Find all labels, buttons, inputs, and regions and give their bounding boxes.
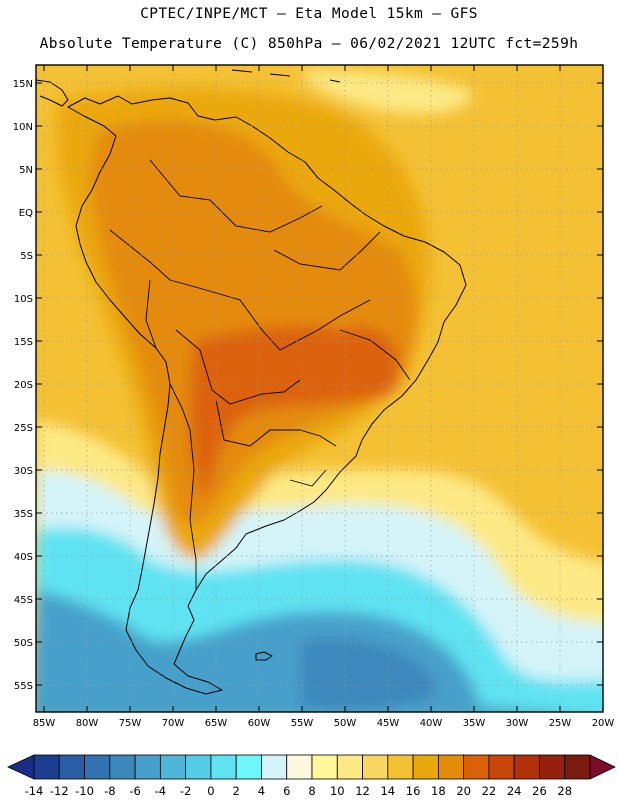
- colorbar: -14 -12 -10 -8 -6 -4 -2 0 2 4 6 8 10 12 14 16 18 20 22 24 26…: [7, 754, 616, 798]
- country-borders: [109, 159, 411, 590]
- colorbar-tick-label: -14: [25, 784, 44, 798]
- lat-label: 10N: [13, 122, 33, 133]
- colorbar-swatch: [336, 754, 363, 780]
- lon-label: 45W: [377, 718, 400, 729]
- lat-label: 50S: [14, 638, 33, 649]
- lat-label: 55S: [14, 681, 33, 692]
- lat-label: 20S: [14, 380, 33, 391]
- colorbar-over-arrow: [589, 754, 616, 780]
- colorbar-tick-label: 26: [532, 784, 547, 798]
- colorbar-swatch: [513, 754, 540, 780]
- map-frame: [35, 64, 604, 713]
- temperature-region: [189, 325, 399, 500]
- lon-label: 50W: [334, 718, 357, 729]
- lat-label: EQ: [19, 208, 33, 219]
- temperature-region: [90, 120, 418, 525]
- lon-label: 80W: [76, 718, 99, 729]
- lat-label: 10S: [14, 294, 33, 305]
- colorbar-tick-label: -12: [50, 784, 69, 798]
- colorbar-swatch: [463, 754, 490, 780]
- temperature-region: [300, 70, 472, 114]
- colorbar-tick-label: 0: [207, 784, 214, 798]
- lon-label: 20W: [592, 718, 615, 729]
- lon-label: 75W: [119, 718, 142, 729]
- lon-label: 65W: [205, 718, 228, 729]
- colorbar-tick-label: 2: [233, 784, 240, 798]
- colorbar-swatch: [109, 754, 136, 780]
- colorbar-tick-label: 4: [258, 784, 265, 798]
- lon-label: 25W: [549, 718, 572, 729]
- lat-axis: 15N 10N 5N EQ 5S 10S 15S 20S 25S 30S 35S 40S 45S 50S 5…: [13, 79, 603, 692]
- lon-label: 35W: [463, 718, 486, 729]
- colorbar-swatch: [488, 754, 515, 780]
- lat-label: 5N: [19, 165, 33, 176]
- lon-label: 85W: [33, 718, 56, 729]
- colorbar-swatch: [33, 754, 60, 780]
- colorbar-tick-label: 6: [283, 784, 290, 798]
- colorbar-tick-label: 24: [507, 784, 522, 798]
- colorbar-tick-label: 28: [557, 784, 572, 798]
- colorbar-tick-label: 12: [355, 784, 370, 798]
- colorbar-swatch: [564, 754, 591, 780]
- colorbar-swatch: [261, 754, 288, 780]
- colorbar-tick-label: -8: [104, 784, 115, 798]
- lon-label: 30W: [506, 718, 529, 729]
- colorbar-swatch: [134, 754, 161, 780]
- colorbar-tick-label: 14: [380, 784, 395, 798]
- falkland-islands: [255, 651, 273, 661]
- central-america-coastline: [36, 79, 69, 107]
- colorbar-tick-label: -6: [129, 784, 140, 798]
- colorbar-swatch: [437, 754, 465, 780]
- colorbar-swatch: [210, 754, 237, 780]
- lat-label: 25S: [14, 423, 33, 434]
- colorbar-swatch: [362, 754, 389, 780]
- lon-label: 70W: [162, 718, 185, 729]
- lat-label: 15S: [14, 337, 33, 348]
- colorbar-tick-label: 10: [330, 784, 345, 798]
- lat-label: 5S: [20, 251, 33, 262]
- caribbean-islands: [231, 69, 341, 83]
- colorbar-swatch: [539, 754, 566, 780]
- colorbar-under-arrow: [7, 754, 35, 780]
- colorbar-tick-label: -10: [75, 784, 94, 798]
- colorbar-swatch: [387, 754, 414, 780]
- map-subtitle: Absolute Temperature (C) 850hPa – 06/02/…: [39, 36, 579, 52]
- colorbar-tick-label: -2: [180, 784, 191, 798]
- colorbar-tick-label: -4: [155, 784, 166, 798]
- coastlines: [36, 69, 467, 695]
- colorbar-swatch: [412, 754, 439, 780]
- colorbar-tick-label: 22: [482, 784, 497, 798]
- colorbar-swatch: [185, 754, 212, 780]
- lon-label: 40W: [420, 718, 443, 729]
- lon-label: 60W: [248, 718, 271, 729]
- colorbar-swatch: [159, 754, 187, 780]
- temperature-field: [36, 65, 603, 712]
- colorbar-swatch: [311, 754, 338, 780]
- lon-axis: 85W 80W 75W 70W 65W 60W 55W 50W 45W 40W 35W 30W 25W 2…: [33, 65, 615, 729]
- colorbar-swatch: [84, 754, 111, 780]
- colorbar-swatch: [286, 754, 313, 780]
- south-america-coastline: [67, 95, 467, 695]
- colorbar-tick-label: 20: [456, 784, 471, 798]
- lat-label: 35S: [14, 509, 33, 520]
- colorbar-swatch: [235, 754, 262, 780]
- lat-label: 30S: [14, 466, 33, 477]
- map-title: CPTEC/INPE/MCT – Eta Model 15km – GFS: [140, 6, 478, 22]
- temperature-region: [300, 637, 440, 710]
- colorbar-swatch: [58, 754, 85, 780]
- lat-label: 40S: [14, 552, 33, 563]
- lat-label: 15N: [13, 79, 33, 90]
- lat-label: 45S: [14, 595, 33, 606]
- colorbar-tick-label: 18: [431, 784, 446, 798]
- colorbar-tick-label: 16: [406, 784, 421, 798]
- lon-label: 55W: [291, 718, 314, 729]
- colorbar-tick-label: 8: [308, 784, 315, 798]
